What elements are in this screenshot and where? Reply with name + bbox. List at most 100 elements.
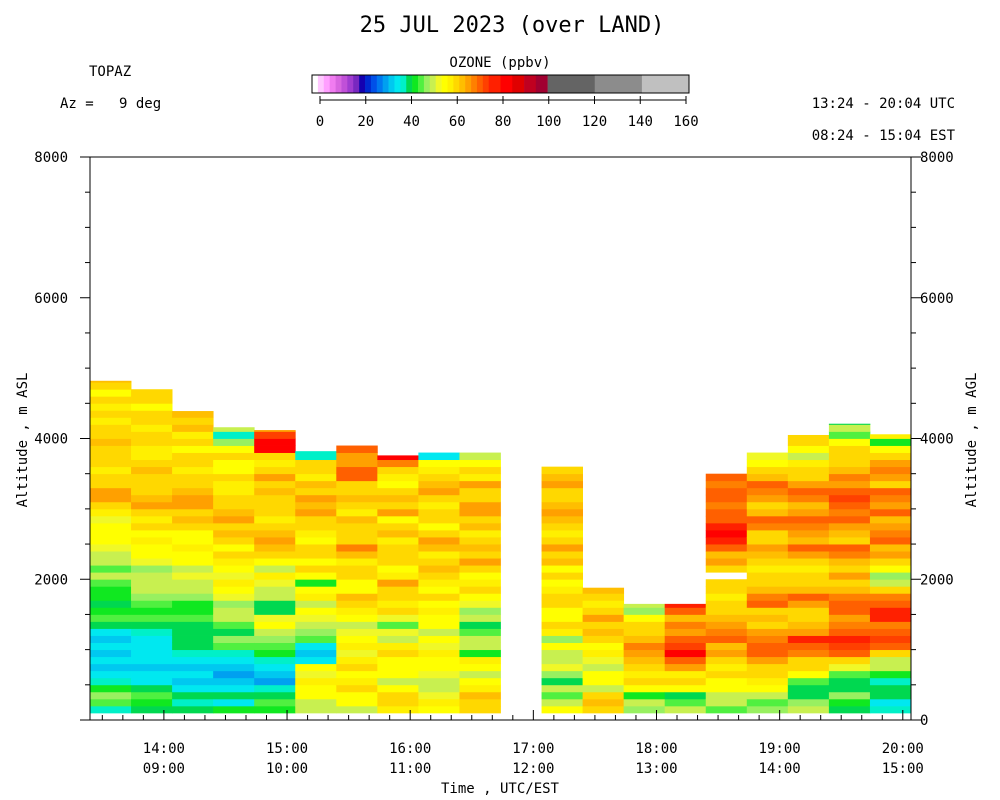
ozone-cell bbox=[459, 487, 501, 496]
ozone-cell bbox=[90, 522, 132, 531]
ozone-cell bbox=[90, 537, 132, 545]
ozone-cell bbox=[541, 565, 583, 573]
ozone-cell bbox=[746, 544, 789, 552]
ozone-cell bbox=[131, 705, 173, 714]
profile-column bbox=[254, 430, 296, 714]
ozone-cell bbox=[90, 410, 132, 418]
ozone-cell bbox=[213, 656, 255, 665]
profile-column bbox=[828, 423, 871, 714]
ozone-cell bbox=[828, 445, 871, 453]
ozone-cell bbox=[377, 537, 419, 545]
ozone-cell bbox=[377, 705, 419, 714]
ozone-cell bbox=[213, 628, 255, 636]
ozone-cell bbox=[336, 600, 378, 608]
ozone-cell bbox=[90, 684, 132, 693]
ozone-cell bbox=[336, 487, 378, 496]
ozone-cell bbox=[336, 480, 378, 489]
ozone-cell bbox=[172, 670, 214, 679]
chart-title: 25 JUL 2023 (over LAND) bbox=[360, 13, 665, 38]
ozone-cell bbox=[295, 663, 337, 672]
ozone-cell bbox=[213, 684, 255, 693]
ozone-cell bbox=[459, 466, 501, 475]
ozone-cell bbox=[418, 537, 460, 545]
ozone-cell bbox=[705, 551, 748, 559]
colorbar-swatch bbox=[535, 75, 548, 93]
profile-column bbox=[787, 434, 830, 714]
ozone-cell bbox=[377, 529, 419, 538]
ozone-cell bbox=[254, 544, 296, 552]
ozone-cell bbox=[336, 529, 378, 538]
ozone-cell bbox=[131, 529, 173, 538]
ozone-cell bbox=[377, 607, 419, 615]
ozone-cell bbox=[746, 621, 789, 629]
ozone-cell bbox=[787, 663, 830, 672]
ozone-cell bbox=[869, 434, 912, 439]
ozone-cell bbox=[377, 522, 419, 531]
colorbar-swatch bbox=[547, 75, 572, 93]
ozone-cell bbox=[541, 600, 583, 608]
ozone-cell bbox=[869, 487, 912, 496]
ozone-cell bbox=[541, 677, 583, 686]
colorbar-swatch bbox=[594, 75, 619, 93]
ozone-cell bbox=[131, 522, 173, 531]
ozone-cell bbox=[213, 480, 255, 489]
ozone-cell bbox=[869, 607, 912, 615]
ozone-cell bbox=[541, 628, 583, 636]
y-left-tick-label: 8000 bbox=[34, 150, 68, 166]
ozone-cell bbox=[787, 600, 830, 608]
x-tick-label-utc: 19:00 bbox=[759, 741, 801, 757]
ozone-cell bbox=[869, 558, 912, 566]
ozone-cell bbox=[90, 635, 132, 643]
ozone-cell bbox=[254, 614, 296, 622]
ozone-cell bbox=[418, 642, 460, 651]
ozone-cell bbox=[254, 642, 296, 651]
ozone-cell bbox=[131, 565, 173, 573]
ozone-cell bbox=[418, 487, 460, 496]
ozone-cell bbox=[90, 698, 132, 707]
ozone-cell bbox=[90, 649, 132, 658]
ozone-cell bbox=[90, 438, 132, 446]
ozone-cell bbox=[172, 642, 214, 651]
ozone-cell bbox=[254, 438, 296, 446]
ozone-cell bbox=[746, 614, 789, 622]
ozone-cell bbox=[459, 677, 501, 686]
ozone-cell bbox=[541, 537, 583, 545]
y-right-tick-label: 2000 bbox=[920, 572, 954, 588]
ozone-cell bbox=[418, 586, 460, 594]
ozone-cell bbox=[213, 508, 255, 517]
colorbar-swatch bbox=[359, 75, 366, 93]
ozone-cell bbox=[172, 621, 214, 629]
ozone-cell bbox=[787, 544, 830, 552]
ozone-cell bbox=[787, 501, 830, 510]
ozone-cell bbox=[705, 494, 748, 503]
colorbar-tick-label: 160 bbox=[673, 114, 698, 130]
ozone-cell bbox=[131, 635, 173, 643]
colorbar-swatch bbox=[447, 75, 454, 93]
ozone-cell bbox=[869, 480, 912, 489]
ozone-cell bbox=[869, 537, 912, 545]
ozone-cell bbox=[869, 473, 912, 482]
ozone-cell bbox=[172, 445, 214, 453]
ozone-cell bbox=[90, 642, 132, 651]
ozone-cell bbox=[377, 487, 419, 496]
ozone-cell bbox=[418, 677, 460, 686]
ozone-cell bbox=[90, 445, 132, 453]
ozone-cell bbox=[459, 698, 501, 707]
ozone-cell bbox=[869, 649, 912, 658]
ozone-cell bbox=[336, 593, 378, 601]
ozone-cell bbox=[541, 544, 583, 552]
ozone-cell bbox=[869, 544, 912, 552]
ozone-cell bbox=[705, 480, 748, 489]
ozone-cell bbox=[787, 551, 830, 559]
ozone-cell bbox=[213, 438, 255, 446]
ozone-cell bbox=[869, 438, 912, 446]
ozone-cell bbox=[90, 691, 132, 700]
ozone-cell bbox=[541, 501, 583, 510]
colorbar-swatch bbox=[365, 75, 372, 93]
ozone-cell bbox=[418, 529, 460, 538]
ozone-cell bbox=[90, 473, 132, 482]
ozone-cell bbox=[664, 698, 707, 707]
ozone-cell bbox=[459, 670, 501, 679]
ozone-cell bbox=[131, 684, 173, 693]
ozone-cell bbox=[705, 649, 748, 658]
